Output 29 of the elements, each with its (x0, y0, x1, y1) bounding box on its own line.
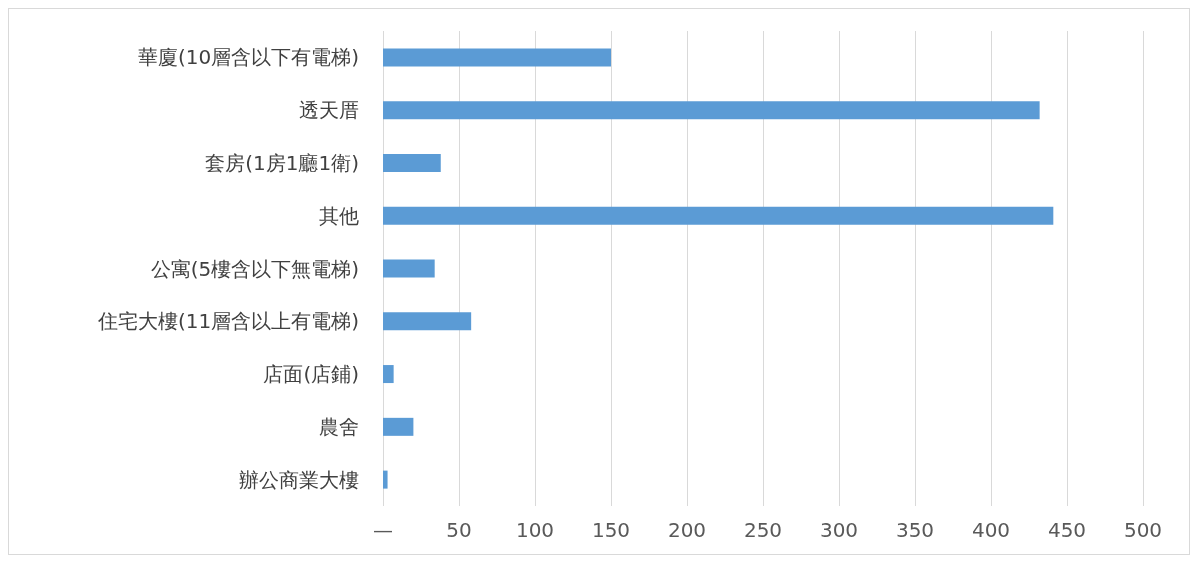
x-tick-label: 200 (667, 518, 707, 542)
x-tick-label: 300 (819, 518, 859, 542)
bar (383, 312, 472, 331)
y-tick-label: 農舍 (319, 414, 359, 439)
x-tick-label: 150 (591, 518, 631, 542)
bar (383, 48, 611, 67)
y-tick-label: 套房(1房1廳1衛) (205, 150, 359, 175)
y-tick-label: 透天厝 (299, 98, 359, 123)
x-tick-label: 450 (1047, 518, 1087, 542)
y-tick-label: 公寓(5樓含以下無電梯) (150, 256, 359, 281)
y-tick-label: 華廈(10層含以下有電梯) (137, 45, 359, 70)
y-tick-label: 住宅大樓(11層含以上有電梯) (96, 309, 359, 334)
x-tick-label: 100 (515, 518, 555, 542)
bar (383, 417, 414, 436)
bar (383, 365, 394, 384)
bar (383, 470, 388, 489)
bar (383, 259, 435, 278)
x-tick-label: 50 (446, 518, 472, 542)
bar (383, 101, 1040, 120)
x-tick-label: 500 (1123, 518, 1163, 542)
y-tick-label: 其他 (319, 203, 359, 228)
y-tick-label: 店面(店鋪) (263, 362, 359, 387)
bar (383, 206, 1054, 225)
x-tick-label: 350 (895, 518, 935, 542)
y-tick-label: 辦公商業大樓 (239, 467, 359, 492)
x-tick-label: 250 (743, 518, 783, 542)
bar (383, 153, 441, 172)
x-tick-label: — (373, 518, 393, 542)
x-tick-label: 400 (971, 518, 1011, 542)
